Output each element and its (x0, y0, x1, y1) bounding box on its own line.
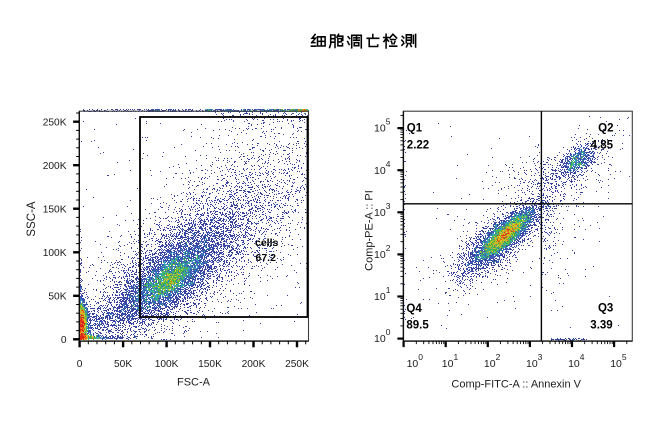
svg-text:Q3: Q3 (598, 303, 613, 315)
svg-text:Q4: Q4 (406, 303, 422, 315)
svg-text:50K: 50K (48, 291, 66, 302)
svg-text:FSC-A: FSC-A (177, 377, 211, 389)
svg-text:89.5: 89.5 (406, 320, 429, 332)
svg-text:0: 0 (77, 359, 83, 370)
svg-text:3.39: 3.39 (590, 319, 612, 331)
svg-text:4.85: 4.85 (591, 139, 614, 151)
svg-text:100K: 100K (155, 359, 179, 370)
svg-text:200K: 200K (242, 359, 266, 370)
svg-text:Q2: Q2 (598, 123, 613, 135)
svg-text:SSC-A: SSC-A (26, 201, 38, 236)
svg-text:200K: 200K (43, 161, 67, 172)
svg-text:250K: 250K (43, 117, 67, 128)
svg-text:100K: 100K (43, 248, 67, 259)
svg-text:50K: 50K (114, 359, 132, 370)
svg-text:150K: 150K (43, 204, 67, 215)
svg-text:Q1: Q1 (407, 123, 423, 135)
svg-text:0: 0 (61, 335, 67, 346)
svg-text:Comp-FITC-A :: Annexin V: Comp-FITC-A :: Annexin V (451, 379, 581, 391)
svg-text:67.2: 67.2 (256, 252, 277, 264)
svg-text:cells: cells (255, 237, 279, 249)
svg-text:150K: 150K (198, 359, 222, 370)
svg-text:Comp-PE-A :: PI: Comp-PE-A :: PI (363, 190, 375, 271)
svg-text:250K: 250K (285, 359, 309, 370)
svg-text:2.22: 2.22 (407, 139, 429, 151)
